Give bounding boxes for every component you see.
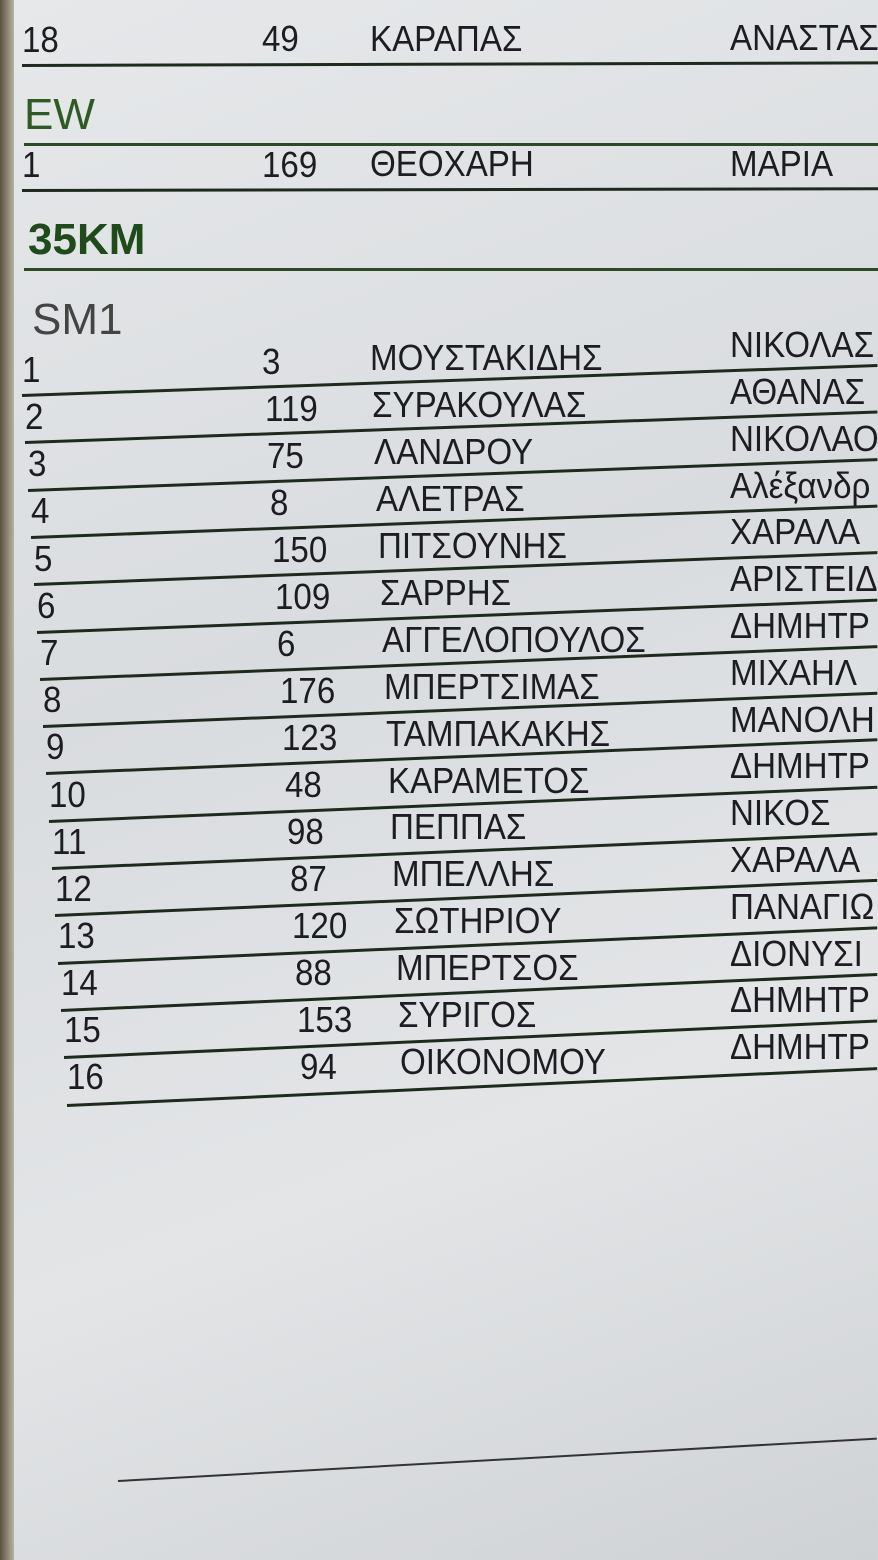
bib: 75 (267, 434, 304, 476)
row-line (21, 61, 878, 67)
section-title: 35KM (28, 215, 146, 264)
section-line (24, 143, 878, 146)
surname: ΜΠΕΡΤΣΙΜΑΣ (384, 665, 600, 707)
rank: 9 (46, 726, 65, 768)
bib: 3 (262, 340, 281, 382)
rank: 13 (58, 914, 95, 956)
surname: ΚΑΡΑΜΕΤΟΣ (388, 759, 590, 801)
bib: 150 (272, 528, 328, 570)
rank: 7 (40, 632, 59, 674)
rank: 5 (34, 537, 53, 579)
rank: 11 (52, 820, 87, 862)
rank: 1 (22, 143, 41, 185)
surname: ΣΥΡΙΓΟΣ (398, 994, 537, 1036)
first-name: ΝΙΚΟΣ (730, 792, 831, 834)
first-name: ΑΘΑΝΑΣ (730, 370, 866, 412)
surname: ΟΙΚΟΝΟΜΟΥ (400, 1041, 606, 1083)
row-line (21, 187, 878, 192)
bib: 119 (264, 387, 318, 429)
rank: 2 (25, 396, 44, 438)
bib: 176 (279, 669, 335, 711)
first-name: ΔΙΟΝΥΣΙ (730, 932, 863, 974)
surname: ΑΓΓΕΛΟΠΟΥΛΟΣ (382, 618, 646, 660)
first-name: ΠΑΝΑΓΙΩ (730, 885, 875, 927)
first-name: ΝΙΚΟΛΑΟ (730, 417, 878, 459)
bottom-line (117, 1437, 877, 1482)
bib: 87 (289, 857, 327, 899)
surname: ΑΛΕΤΡΑΣ (376, 477, 525, 519)
bib: 88 (294, 951, 332, 993)
rank: 8 (43, 679, 62, 721)
first-name: ΔΗΜΗΤΡ (730, 745, 870, 787)
section-line (24, 268, 878, 271)
bib: 49 (262, 18, 299, 60)
bib: 169 (262, 143, 318, 185)
bib: 120 (292, 904, 348, 946)
first-name: ΧΑΡΑΛΑ (730, 511, 861, 553)
bib: 48 (284, 763, 322, 805)
rank: 10 (49, 773, 86, 815)
rank: 1 (22, 348, 41, 390)
bib: 6 (277, 622, 296, 664)
surname: ΚΑΡΑΠΑΣ (370, 17, 523, 59)
first-name: ΝΙΚΟΛΑΣ (730, 324, 875, 366)
rank: 12 (55, 867, 92, 909)
bib: 153 (297, 998, 353, 1040)
first-name: ΧΑΡΑΛΑ (730, 838, 861, 880)
rank: 14 (61, 962, 98, 1004)
surname: ΛΑΝΔΡΟΥ (374, 430, 534, 472)
surname: ΠΙΤΣΟΥΝΗΣ (378, 524, 567, 566)
first-name: ΔΗΜΗΤΡ (730, 979, 870, 1021)
rank: 4 (31, 490, 50, 532)
first-name: ΜΑΝΟΛΗ (730, 698, 875, 740)
surname: ΣΑΡΡΗΣ (380, 571, 512, 613)
rank: 16 (67, 1056, 104, 1098)
surname: ΜΠΕΡΤΣΟΣ (396, 947, 579, 989)
section-title: SM1 (32, 295, 123, 344)
rank: 18 (22, 18, 59, 60)
surname: ΜΠΕΛΛΗΣ (392, 853, 555, 895)
first-name: ΜΙΧΑΗΛ (730, 651, 858, 693)
surname: ΜΟΥΣΤΑΚΙΔΗΣ (370, 336, 603, 378)
rank: 6 (37, 584, 56, 626)
surname: ΤΑΜΠΑΚΑΚΗΣ (386, 712, 611, 754)
bib: 123 (282, 716, 338, 758)
first-name: ΔΗΜΗΤΡ (730, 1026, 870, 1068)
bib: 94 (299, 1045, 337, 1087)
first-name: ΜΑΡΙΑ (730, 142, 834, 184)
rank: 15 (64, 1009, 101, 1051)
first-name: ΔΗΜΗΤΡ (730, 604, 870, 646)
section-title: EW (24, 90, 95, 139)
first-name: ΑΡΙΣΤΕΙΔ (730, 558, 878, 600)
surname: ΣΩΤΗΡΙΟΥ (394, 900, 562, 942)
bib: 8 (269, 481, 288, 523)
first-name: Αλέξανδρ (730, 464, 871, 506)
bib: 98 (287, 810, 324, 852)
rank: 3 (28, 443, 47, 485)
bib: 109 (274, 575, 330, 617)
surname: ΣΥΡΑΚΟΥΛΑΣ (372, 383, 587, 425)
surname: ΘΕΟΧΑΡΗ (370, 143, 534, 185)
first-name: ΑΝΑΣΤΑΣ (730, 16, 878, 58)
surname: ΠΕΠΠΑΣ (390, 806, 527, 848)
frame-edge (0, 0, 14, 1560)
